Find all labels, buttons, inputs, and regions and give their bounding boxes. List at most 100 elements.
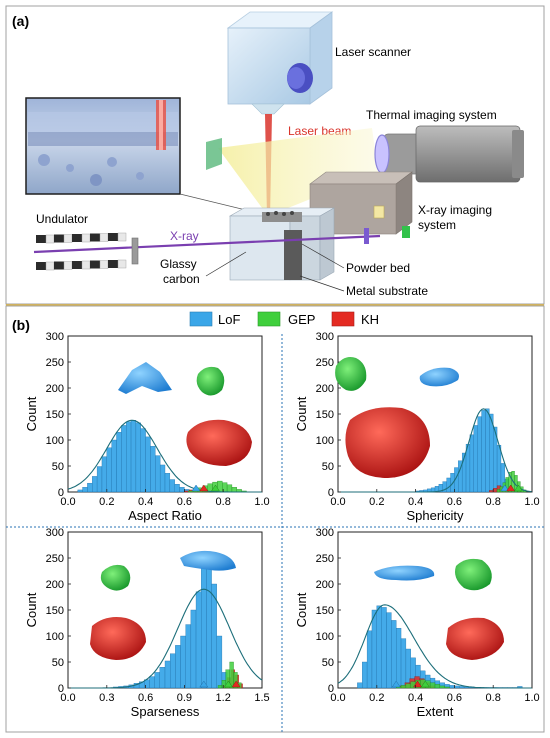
bar-lof	[149, 676, 155, 689]
chart-sparseness: 0.0 0.3 0.6 0.9 1.2 1.5 0 50 100 150 200 250 300 Spar…	[24, 527, 270, 719]
panel-b-label: (b)	[12, 317, 30, 333]
y-tick-label: 250	[46, 553, 64, 565]
y-tick-label: 200	[316, 579, 334, 591]
bar-lof	[82, 487, 88, 493]
undulator-icon	[36, 232, 127, 271]
undulator-magnet	[72, 234, 82, 242]
undulator-magnet	[54, 234, 64, 243]
y-tick-label: 0	[58, 683, 64, 695]
undulator-magnet	[45, 261, 55, 271]
x-tick-label: 0.3	[99, 692, 114, 704]
bar-lof	[106, 447, 112, 493]
undulator-magnet	[81, 260, 91, 270]
x-tick-label: 0.2	[369, 692, 384, 704]
bar-lof	[400, 638, 407, 689]
bar-lof	[454, 685, 460, 689]
undulator-magnet	[90, 260, 100, 269]
bar-lof	[111, 439, 117, 493]
bar-lof	[485, 408, 490, 493]
bar-lof	[87, 482, 93, 493]
bar-lof	[376, 605, 382, 689]
y-tick-label: 300	[46, 331, 64, 343]
particle-gep-icon	[455, 558, 492, 591]
undulator-magnet	[108, 233, 118, 241]
bar-lof	[155, 455, 161, 493]
legend-swatch-lof	[189, 311, 213, 327]
bar-lof	[126, 421, 132, 493]
chart-aspect-ratio: 0.0 0.2 0.4 0.6 0.8 1.0 0 50 100 150 200 250 300 Aspe…	[24, 331, 270, 523]
panel-a-label: (a)	[12, 13, 29, 29]
bar-lof	[396, 628, 402, 689]
undulator-magnet	[117, 232, 127, 242]
undulator-magnet	[90, 233, 100, 242]
build-chamber-icon	[228, 207, 336, 281]
bar-gep	[231, 487, 237, 493]
bar-lof	[159, 667, 166, 689]
y-tick-label: 200	[46, 579, 64, 591]
undulator-aperture-icon	[131, 237, 139, 265]
bar-lof	[362, 661, 368, 689]
bar-lof	[135, 422, 141, 493]
particle-lof-icon	[374, 565, 435, 581]
particle-images	[90, 357, 504, 660]
y-tick-label: 150	[46, 409, 64, 421]
bar-lof	[185, 624, 192, 689]
chart-sphericity: 0.0 0.2 0.4 0.6 0.8 1.0 0 50 100 150 200 250 300 Sphe…	[294, 331, 540, 523]
x-tick-label: 0.6	[177, 496, 192, 508]
mean-marker-gep	[210, 484, 220, 492]
undulator-magnet	[99, 260, 109, 269]
y-tick-label: 300	[316, 527, 334, 539]
y-tick-label: 250	[316, 553, 334, 565]
bar-lof	[150, 446, 156, 493]
bar-lof	[477, 416, 482, 493]
undulator-magnet	[108, 260, 118, 268]
inset-melt-pool-image	[25, 97, 263, 215]
bar-lof	[195, 591, 202, 689]
leader-powder-bed	[301, 243, 345, 269]
x-axis-label: Extent	[417, 704, 454, 719]
bar-gep	[434, 684, 441, 689]
bar-lof	[357, 682, 363, 689]
particle-kh-icon	[90, 617, 146, 660]
bar-lof	[116, 432, 122, 493]
x-tick-label: 0.0	[330, 496, 345, 508]
mean-marker-gep	[223, 680, 233, 688]
label-metal-substrate: Metal substrate	[346, 284, 428, 298]
x-tick-label: 0.6	[447, 496, 462, 508]
x-tick-label: 0.8	[486, 496, 501, 508]
bar-lof	[489, 413, 494, 493]
bar-lof	[130, 420, 137, 493]
x-tick-label: 0.0	[60, 692, 75, 704]
bar-lof	[174, 484, 180, 493]
bar-gep	[400, 685, 407, 689]
particle-kh-icon	[186, 419, 252, 466]
particle-gep-icon	[196, 366, 225, 396]
x-tick-label: 0.0	[60, 496, 75, 508]
xray-beam-line	[33, 234, 381, 254]
bar-lof	[140, 428, 146, 493]
x-tick-label: 0.4	[138, 496, 153, 508]
mean-marker-lof	[199, 680, 209, 688]
bar-gep	[217, 685, 223, 689]
undulator-magnet	[72, 261, 82, 269]
y-tick-label: 100	[316, 435, 334, 447]
bar-gep	[444, 686, 450, 689]
label-thermal-imaging-system: Thermal imaging system	[366, 108, 497, 122]
bar-gep	[233, 672, 238, 689]
x-tick-label: 0.4	[408, 692, 423, 704]
undulator-magnet	[81, 233, 91, 243]
bar-lof	[216, 635, 223, 689]
y-tick-label: 150	[316, 409, 334, 421]
bar-lof	[159, 464, 166, 493]
mean-marker-lof	[391, 680, 401, 688]
bar-lof	[381, 607, 387, 689]
panel-b-frame	[5, 305, 545, 733]
legend-label-lof: LoF	[218, 312, 240, 327]
label-xray-imaging-2: system	[418, 218, 456, 232]
x-axis-label: Sphericity	[406, 508, 464, 523]
x-axis-label: Aspect Ratio	[128, 508, 202, 523]
y-tick-label: 50	[52, 461, 64, 473]
x-tick-label: 0.2	[369, 496, 384, 508]
y-tick-label: 100	[46, 435, 64, 447]
legend: LoF GEP KH	[189, 311, 379, 327]
